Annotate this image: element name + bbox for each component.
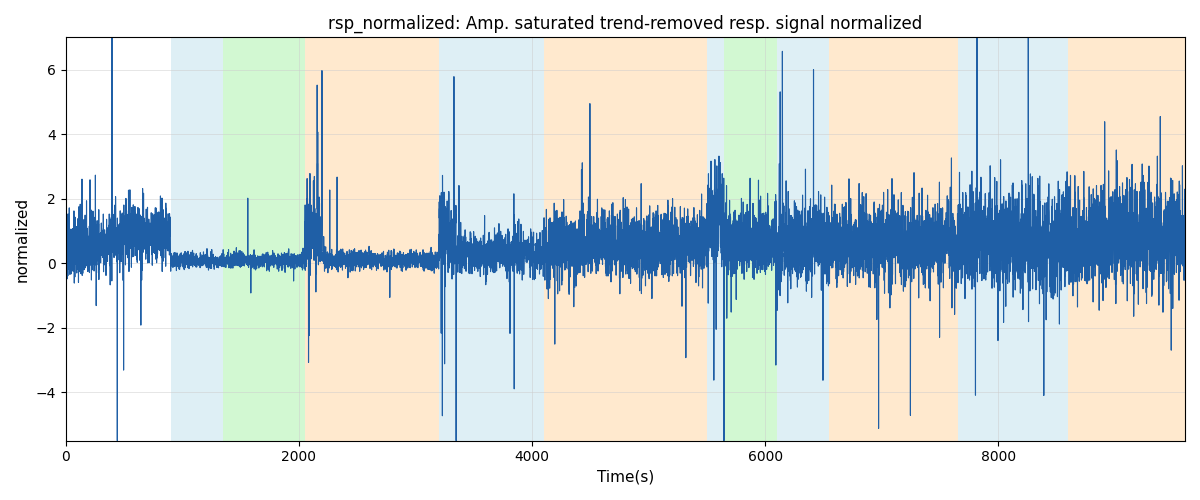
Bar — [439, 38, 509, 440]
Bar — [223, 38, 305, 440]
Bar — [170, 38, 223, 440]
Y-axis label: normalized: normalized — [16, 196, 30, 282]
Bar — [509, 38, 544, 440]
Bar — [707, 38, 725, 440]
Title: rsp_normalized: Amp. saturated trend-removed resp. signal normalized: rsp_normalized: Amp. saturated trend-rem… — [329, 15, 923, 34]
Bar — [725, 38, 776, 440]
X-axis label: Time(s): Time(s) — [596, 470, 654, 485]
Bar — [829, 38, 958, 440]
Bar — [958, 38, 1068, 440]
Bar — [305, 38, 439, 440]
Bar — [776, 38, 829, 440]
Bar — [1068, 38, 1186, 440]
Bar — [544, 38, 707, 440]
